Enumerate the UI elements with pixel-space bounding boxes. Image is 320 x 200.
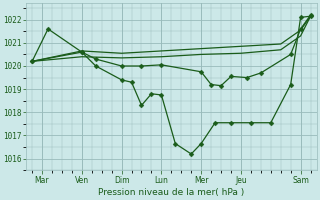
X-axis label: Pression niveau de la mer( hPa ): Pression niveau de la mer( hPa )	[98, 188, 244, 197]
